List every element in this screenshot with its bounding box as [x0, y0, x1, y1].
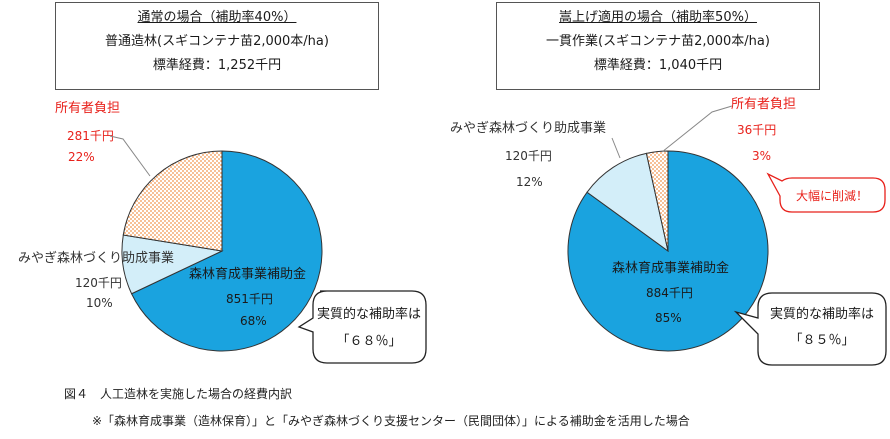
reduction-callout-bubble	[766, 172, 886, 213]
figure-caption: 図４ 人工造林を実施した場合の経費内訳	[64, 387, 293, 401]
right-miyagi-leader	[611, 137, 621, 159]
right-owner-pct: 3%	[752, 149, 771, 163]
right-owner-amount: 36千円	[737, 123, 776, 137]
right-box-cost: 標準経費：1,040千円	[593, 58, 723, 73]
left-owner-amount: 281千円	[67, 129, 114, 143]
left-box-method: 普通造林(スギコンテナ苗2,000本/ha)	[105, 34, 329, 49]
left-condition-box: 通常の場合（補助率40%） 普通造林(スギコンテナ苗2,000本/ha) 標準経…	[55, 2, 379, 90]
right-forest-label: 森林育成事業補助金	[612, 260, 729, 276]
left-box-title: 通常の場合（補助率40%）	[137, 10, 297, 25]
right-miyagi-label: みやぎ森林づくり助成事業	[450, 120, 606, 136]
right-callout-line1: 実質的な補助率は	[770, 306, 874, 322]
left-owner-pct: 22%	[68, 150, 95, 164]
left-callout-line2: 「６８％」	[336, 334, 401, 349]
right-box-method: 一貫作業(スギコンテナ苗2,000本/ha)	[546, 34, 770, 49]
left-forest-label: 森林育成事業補助金	[189, 266, 306, 282]
right-miyagi-slice	[586, 152, 669, 253]
left-forest-slice	[130, 150, 323, 352]
right-box-title: 嵩上げ適用の場合（補助率50%）	[559, 10, 757, 25]
right-callout-bubble	[733, 292, 887, 366]
right-forest-pct: 85%	[655, 311, 682, 325]
right-forest-amount: 884千円	[646, 286, 693, 300]
right-miyagi-amount: 120千円	[505, 149, 552, 163]
left-owner-leader	[109, 135, 151, 177]
right-owner-slice	[645, 150, 669, 252]
right-condition-box: 嵩上げ適用の場合（補助率50%） 一貫作業(スギコンテナ苗2,000本/ha) …	[496, 2, 820, 90]
left-forest-amount: 851千円	[226, 292, 273, 306]
left-miyagi-pct: 10%	[86, 296, 113, 310]
left-box-cost: 標準経費：1,252千円	[152, 58, 282, 73]
left-miyagi-label: みやぎ森林づくり助成事業	[18, 250, 174, 266]
right-callout-line2: 「８５％」	[789, 333, 854, 348]
left-callout-bubble	[297, 290, 427, 364]
right-owner-label: 所有者負担	[731, 97, 796, 112]
left-owner-slice	[122, 150, 223, 252]
right-owner-leader	[661, 105, 733, 153]
right-miyagi-pct: 12%	[516, 175, 543, 189]
left-miyagi-amount: 120千円	[75, 276, 122, 290]
left-callout-line1: 実質的な補助率は	[317, 306, 421, 322]
figure-note: ※「森林育成事業（造林保育）」と「みやぎ森林づくり支援センター（民間団体）」によ…	[92, 414, 690, 428]
reduction-callout-text: 大幅に削減！	[796, 188, 868, 203]
left-forest-pct: 68%	[240, 314, 267, 328]
left-owner-label: 所有者負担	[55, 101, 120, 116]
